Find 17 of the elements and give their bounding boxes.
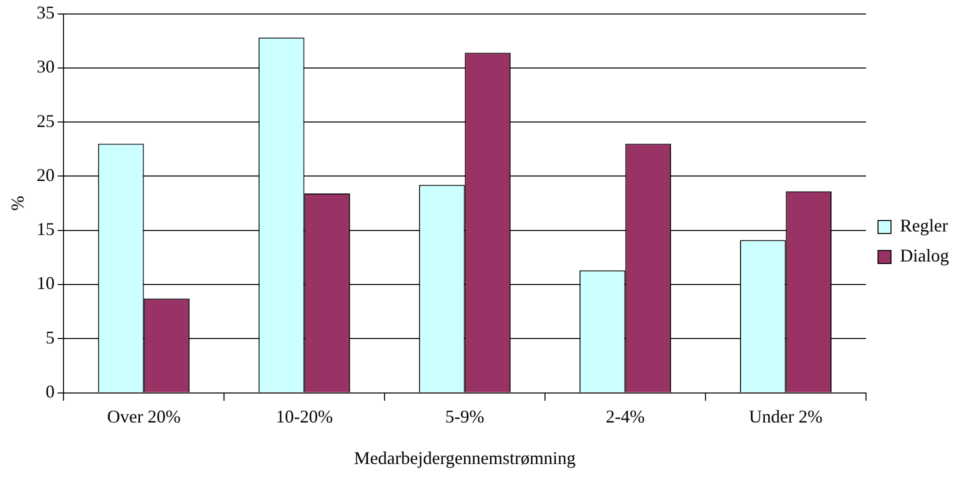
- y-tick-label: 10: [36, 273, 55, 294]
- x-tick-label: 5-9%: [445, 406, 484, 426]
- y-tick-label: 5: [46, 327, 55, 348]
- y-tick-label: 30: [36, 56, 55, 77]
- y-axis-title: %: [8, 196, 28, 211]
- y-tick-label: 15: [36, 219, 55, 240]
- legend-label: Dialog: [900, 246, 950, 266]
- legend-label: Regler: [900, 216, 948, 236]
- x-tick-label: Over 20%: [107, 406, 181, 426]
- y-tick-label: 20: [36, 164, 55, 185]
- x-tick-label: 2-4%: [606, 406, 645, 426]
- x-tick-label: Under 2%: [749, 406, 823, 426]
- y-tick-label: 25: [36, 110, 55, 131]
- x-tick-label: 10-20%: [276, 406, 333, 426]
- x-axis-title: Medarbejdergennemstrømning: [354, 448, 576, 468]
- y-tick-label: 0: [46, 382, 55, 402]
- y-tick-label: 35: [36, 2, 55, 23]
